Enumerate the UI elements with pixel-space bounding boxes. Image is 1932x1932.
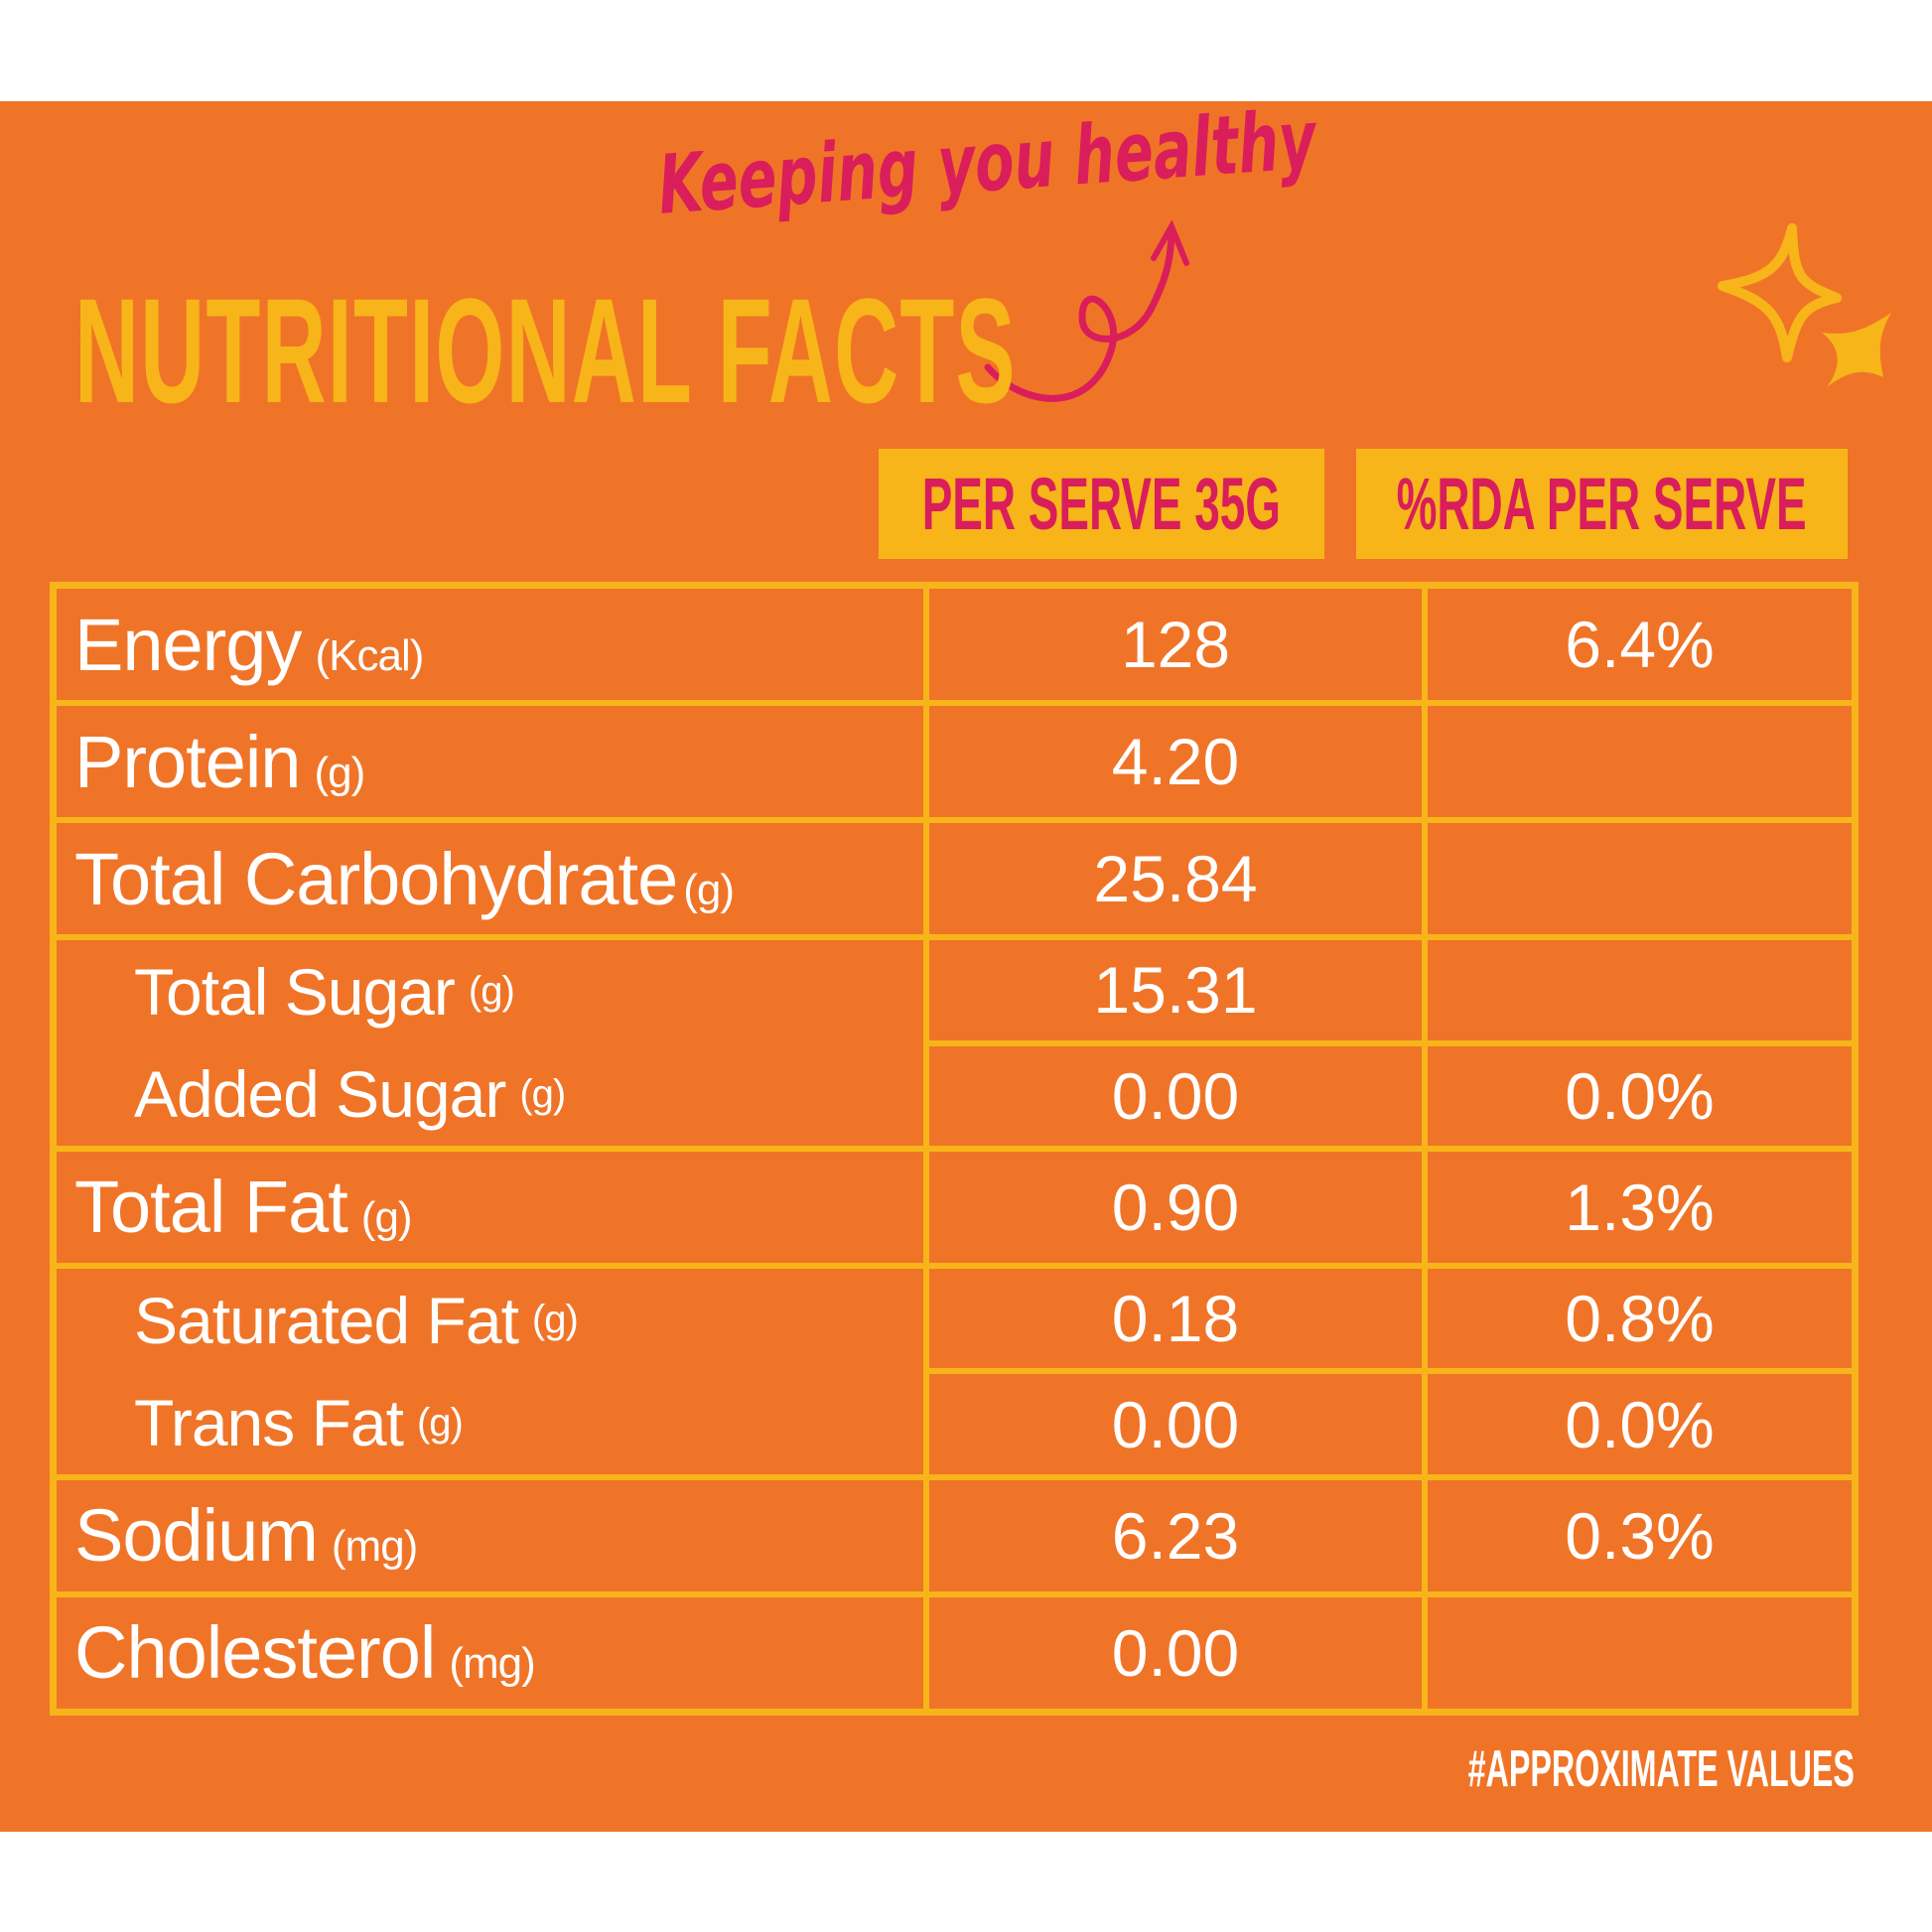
- row-label: Cholesterol (mg): [50, 1590, 929, 1716]
- nutrition-table: Energy (Kcal) 128 6.4% Protein (g) 4.20 To…: [50, 582, 1859, 1716]
- table-row: Sodium (mg) 6.23 0.3%: [50, 1473, 1859, 1597]
- rda-value: [1422, 934, 1859, 1046]
- per-serve-value: 0.18: [923, 1262, 1428, 1375]
- rda-value: [1422, 700, 1859, 824]
- per-serve-value: 15.31: [923, 934, 1428, 1046]
- per-serve-value: 0.90: [923, 1145, 1428, 1270]
- table-row: Cholesterol (mg) 0.00: [50, 1590, 1859, 1716]
- row-label: Energy (Kcal): [50, 582, 929, 707]
- table-row: 0.00 0.0%: [54, 1039, 1859, 1152]
- row-label: Saturated Fat (g): [134, 1283, 579, 1357]
- approximate-values-note: #APPROXIMATE VALUES: [1467, 1740, 1855, 1798]
- rda-value: 0.0%: [1422, 1368, 1859, 1480]
- rda-value: [1422, 817, 1859, 941]
- rda-value: [1422, 1590, 1859, 1716]
- row-label: Total Fat (g): [50, 1145, 929, 1270]
- table-row: Saturated Fat (g) Trans Fat (g) 0.18 0.8%: [50, 1262, 1859, 1480]
- rda-value: 0.0%: [1422, 1039, 1859, 1152]
- sparkle-stars-icon: [1718, 223, 1891, 387]
- per-serve-value: 0.00: [923, 1368, 1428, 1480]
- page-title: NUTRITIONAL FACTS: [74, 267, 1017, 434]
- per-serve-value: 4.20: [923, 700, 1428, 824]
- per-serve-value: 0.00: [923, 1590, 1428, 1716]
- sugar-labels: Total Sugar (g) Added Sugar (g): [50, 934, 929, 1152]
- row-label: Total Carbohydrate (g): [50, 817, 929, 941]
- column-header-per-serve: PER SERVE 35G: [879, 449, 1324, 559]
- per-serve-value: 25.84: [923, 817, 1428, 941]
- row-label: Protein (g): [50, 700, 929, 824]
- per-serve-value: 128: [923, 582, 1428, 707]
- rda-value: 1.3%: [1422, 1145, 1859, 1270]
- rda-value: 0.3%: [1422, 1473, 1859, 1597]
- table-row: 0.00 0.0%: [54, 1368, 1859, 1480]
- table-row: Total Fat (g) 0.90 1.3%: [50, 1145, 1859, 1270]
- row-label: Trans Fat (g): [134, 1386, 464, 1460]
- table-row: Protein (g) 4.20: [50, 700, 1859, 824]
- curly-arrow-icon: [984, 219, 1189, 402]
- column-header-rda: %RDA PER SERVE: [1356, 449, 1848, 559]
- table-row: Total Carbohydrate (g) 25.84: [50, 817, 1859, 941]
- table-row: Total Sugar (g) Added Sugar (g) 15.31: [50, 934, 1859, 1152]
- rda-value: 6.4%: [1422, 582, 1859, 707]
- table-row: Energy (Kcal) 128 6.4%: [50, 582, 1859, 707]
- row-label: Added Sugar (g): [134, 1057, 566, 1132]
- per-serve-value: 6.23: [923, 1473, 1428, 1597]
- row-label: Total Sugar (g): [134, 954, 515, 1029]
- per-serve-value: 0.00: [923, 1039, 1428, 1152]
- row-label: Sodium (mg): [50, 1473, 929, 1597]
- rda-value: 0.8%: [1422, 1262, 1859, 1375]
- fat-labels: Saturated Fat (g) Trans Fat (g): [50, 1263, 929, 1480]
